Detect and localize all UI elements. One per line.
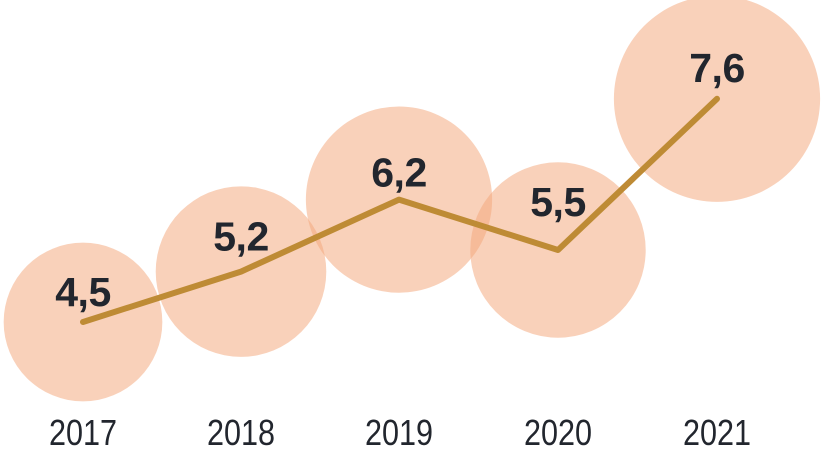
value-label-2017: 4,5 [55,269,111,315]
value-label-2020: 5,5 [530,179,586,225]
x-tick-label-2017: 2017 [49,412,117,451]
value-label-2018: 5,2 [213,214,269,260]
value-label-2021: 7,6 [689,45,745,91]
x-tick-label-2021: 2021 [683,412,751,451]
x-tick-label-2018: 2018 [207,412,275,451]
x-tick-label-2020: 2020 [524,412,592,451]
value-label-2019: 6,2 [371,150,427,196]
trend-line [80,95,720,325]
x-tick-label-2019: 2019 [365,412,433,451]
